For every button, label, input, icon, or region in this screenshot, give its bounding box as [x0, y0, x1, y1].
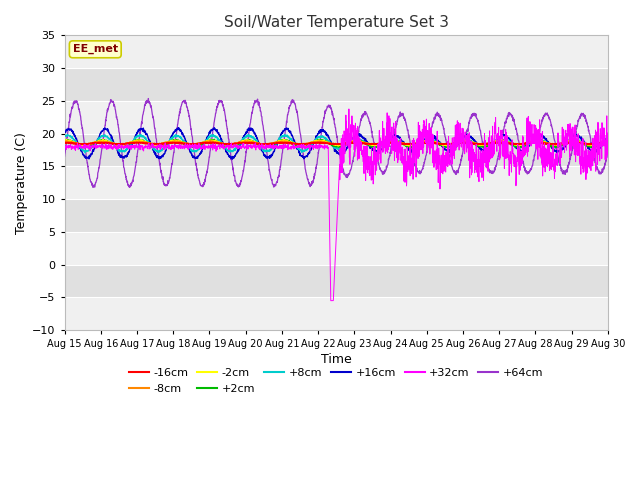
Bar — [65, 68, 608, 101]
Bar — [65, 264, 608, 298]
Text: EE_met: EE_met — [73, 44, 118, 54]
Legend: -16cm, -8cm, -2cm, +2cm, +8cm, +16cm, +32cm, +64cm: -16cm, -8cm, -2cm, +2cm, +8cm, +16cm, +3… — [125, 364, 548, 398]
X-axis label: Time: Time — [321, 353, 351, 366]
Bar — [65, 133, 608, 167]
Title: Soil/Water Temperature Set 3: Soil/Water Temperature Set 3 — [224, 15, 449, 30]
Bar — [65, 36, 608, 68]
Bar — [65, 232, 608, 264]
Bar — [65, 298, 608, 330]
Bar — [65, 167, 608, 199]
Bar — [65, 101, 608, 133]
Y-axis label: Temperature (C): Temperature (C) — [15, 132, 28, 234]
Bar — [65, 199, 608, 232]
